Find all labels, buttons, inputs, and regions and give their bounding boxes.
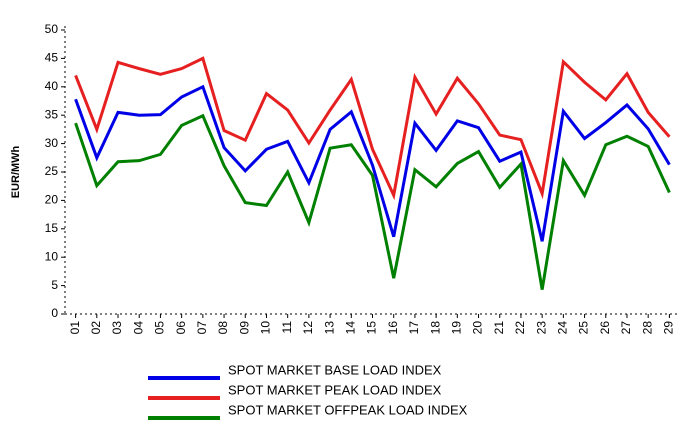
x-tick-label: 29 [662,321,676,335]
x-tick-label: 26 [598,321,612,335]
legend-label: SPOT MARKET BASE LOAD INDEX [228,362,442,377]
x-tick-label: 28 [640,321,654,335]
y-tick-label: 20 [45,193,59,207]
x-tick-label: 19 [449,321,463,335]
y-tick-label: 25 [45,164,59,178]
y-axis-label: EUR/MWh [10,145,22,198]
x-tick-label: 06 [174,321,188,335]
x-tick-label: 01 [68,321,82,335]
y-tick-label: 30 [45,136,59,150]
x-tick-label: 18 [428,321,442,335]
x-tick-label: 27 [619,321,633,335]
x-tick-label: 04 [131,321,145,335]
x-tick-label: 25 [577,321,591,335]
x-tick-label: 21 [492,321,506,335]
x-tick-label: 07 [195,321,209,335]
x-tick-label: 12 [301,321,315,335]
legend-label: SPOT MARKET OFFPEAK LOAD INDEX [228,402,468,417]
x-tick-label: 22 [513,321,527,335]
y-tick-label: 10 [45,249,59,263]
y-tick-label: 5 [51,278,58,292]
x-tick-label: 16 [386,321,400,335]
x-tick-label: 20 [471,321,485,335]
x-tick-label: 23 [534,321,548,335]
x-tick-label: 05 [153,321,167,335]
x-tick-label: 17 [407,321,421,335]
y-tick-label: 0 [51,306,58,320]
y-tick-label: 15 [45,221,59,235]
data-line [74,113,671,290]
x-tick-label: 15 [365,321,379,335]
x-tick-label: 02 [89,321,103,335]
x-tick-label: 14 [343,321,357,335]
x-tick-label: 10 [259,321,273,335]
y-tick-label: 40 [45,79,59,93]
y-tick-label: 35 [45,107,59,121]
legend-label: SPOT MARKET PEAK LOAD INDEX [228,382,442,397]
x-tick-label: 03 [110,321,124,335]
data-line [74,84,671,242]
x-tick-label: 09 [237,321,251,335]
data-line [74,56,671,201]
x-tick-label: 13 [322,321,336,335]
x-tick-label: 08 [216,321,230,335]
y-tick-label: 45 [45,51,59,65]
x-tick-label: 11 [280,321,294,334]
y-tick-label: 50 [45,22,59,36]
x-tick-label: 24 [556,321,570,335]
